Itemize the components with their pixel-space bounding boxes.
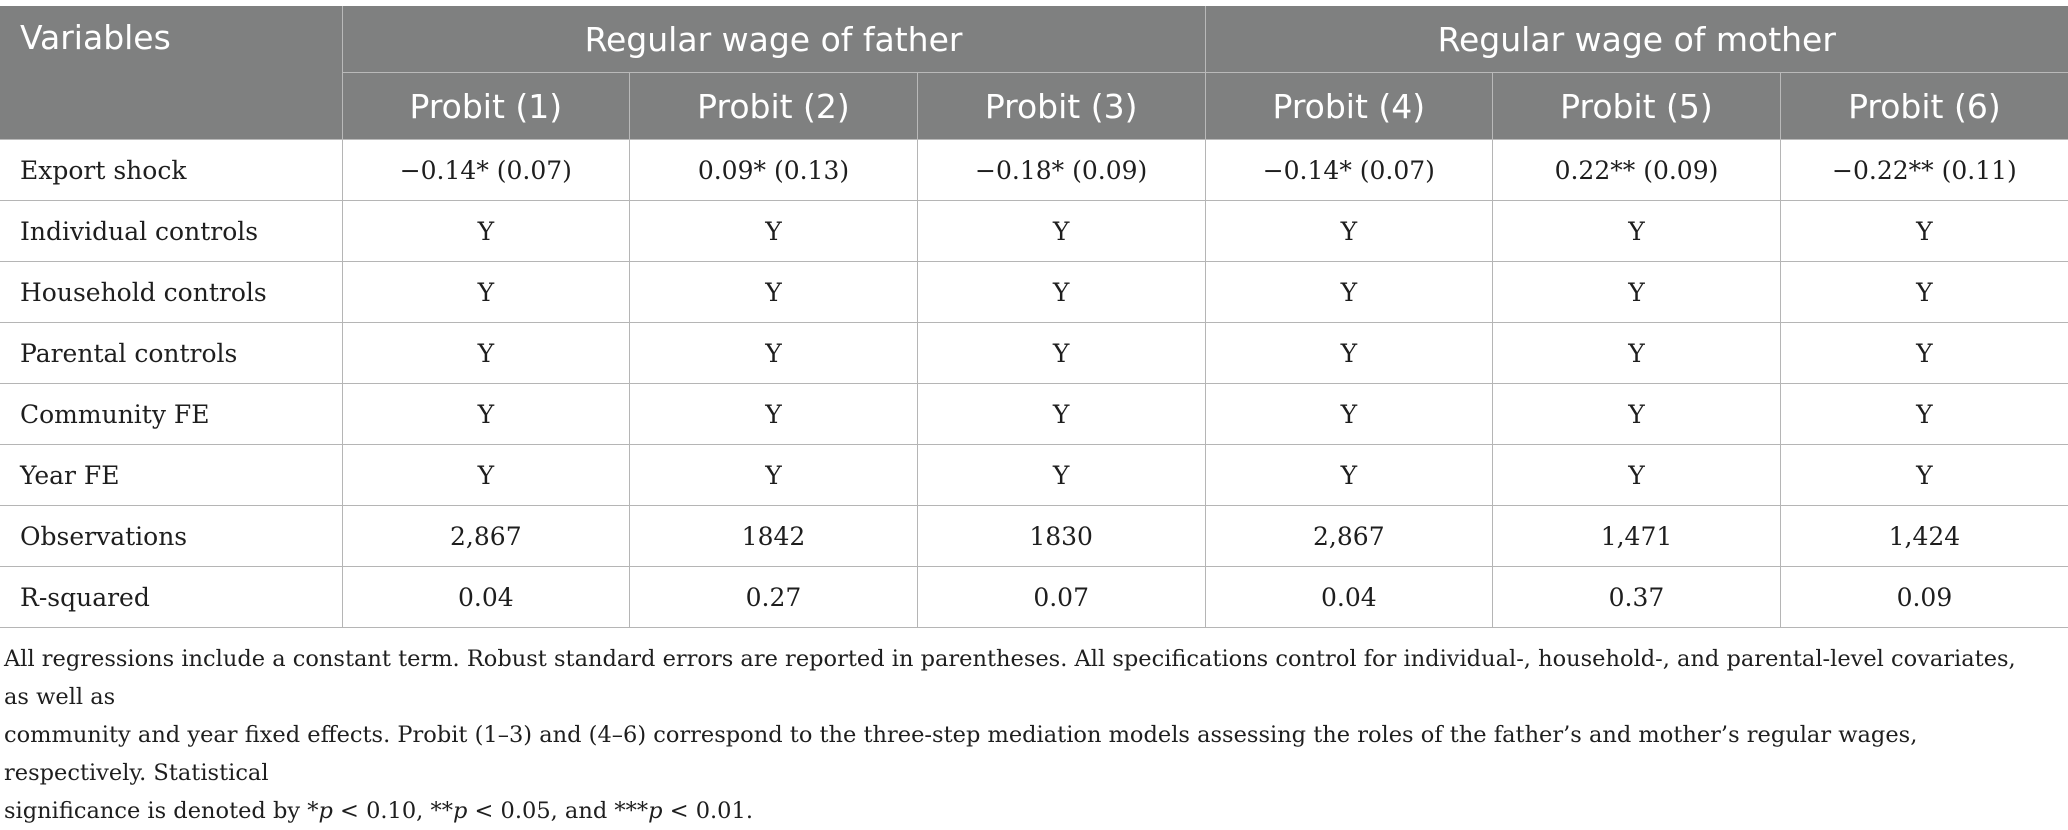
row-label: Individual controls	[0, 200, 343, 262]
results-table-container: Variables Regular wage of father Regular…	[0, 6, 2068, 628]
threshold-text: < 0.01.	[662, 798, 753, 824]
table-row-household-controls: Household controls Y Y Y Y Y Y	[0, 261, 2068, 323]
table-cell: Y	[916, 322, 1206, 384]
model-header-probit-4: Probit (4)	[1204, 72, 1494, 140]
model-header-probit-5: Probit (5)	[1492, 72, 1781, 140]
table-cell: −0.14* (0.07)	[1204, 139, 1494, 201]
table-cell: Y	[341, 200, 631, 262]
header-row-models: Probit (1) Probit (2) Probit (3) Probit …	[0, 72, 2068, 140]
table-cell: Y	[1779, 444, 2068, 506]
table-row-individual-controls: Individual controls Y Y Y Y Y Y	[0, 200, 2068, 262]
table-cell: 1,471	[1492, 505, 1781, 567]
threshold-text: < 0.10, **	[332, 798, 453, 824]
table-cell: 0.04	[1204, 566, 1494, 628]
table-cell: Y	[1492, 261, 1781, 323]
table-cell: Y	[629, 322, 918, 384]
table-cell: Y	[1779, 261, 2068, 323]
table-cell: Y	[1204, 200, 1494, 262]
table-header: Variables Regular wage of father Regular…	[0, 6, 2068, 140]
table-cell: 0.37	[1492, 566, 1781, 628]
table-cell: −0.18* (0.09)	[916, 139, 1206, 201]
table-cell: 0.04	[341, 566, 631, 628]
p-symbol: p	[648, 798, 663, 824]
table-cell: Y	[1492, 322, 1781, 384]
table-cell: Y	[629, 200, 918, 262]
table-cell: Y	[629, 261, 918, 323]
table-cell: 1842	[629, 505, 918, 567]
table-cell: Y	[1204, 322, 1494, 384]
row-label: R-squared	[0, 566, 343, 628]
table-cell: Y	[341, 261, 631, 323]
table-cell: Y	[341, 383, 631, 445]
table-row-community-fe: Community FE Y Y Y Y Y Y	[0, 383, 2068, 445]
row-label: Year FE	[0, 444, 343, 506]
table-cell: Y	[1492, 200, 1781, 262]
footnote-line-2: community and year fixed effects. Probit…	[4, 722, 1918, 786]
table-cell: 0.27	[629, 566, 918, 628]
p-symbol: p	[318, 798, 333, 824]
table-cell: 0.07	[916, 566, 1206, 628]
table-cell: Y	[916, 200, 1206, 262]
table-cell: 1830	[916, 505, 1206, 567]
header-row-groups: Variables Regular wage of father Regular…	[0, 6, 2068, 140]
threshold-text: < 0.05, and ***	[467, 798, 649, 824]
table-cell: Y	[1492, 383, 1781, 445]
table-row-export-shock: Export shock −0.14* (0.07) 0.09* (0.13) …	[0, 139, 2068, 201]
table-cell: Y	[916, 383, 1206, 445]
table-cell: Y	[916, 444, 1206, 506]
table-footnote: All regressions include a constant term.…	[4, 640, 2044, 830]
group-header-father: Regular wage of father	[341, 6, 1206, 73]
table-cell: Y	[1204, 261, 1494, 323]
group-header-mother: Regular wage of mother	[1204, 6, 2068, 73]
table-cell: Y	[1779, 200, 2068, 262]
table-cell: Y	[1779, 322, 2068, 384]
table-cell: 0.09* (0.13)	[629, 139, 918, 201]
table-cell: 0.09	[1779, 566, 2068, 628]
model-header-probit-2: Probit (2)	[629, 72, 918, 140]
table-cell: 2,867	[1204, 505, 1494, 567]
table-cell: 1,424	[1779, 505, 2068, 567]
row-label: Household controls	[0, 261, 343, 323]
table-body: Export shock −0.14* (0.07) 0.09* (0.13) …	[0, 139, 2068, 628]
table-cell: Y	[1204, 383, 1494, 445]
table-cell: Y	[1204, 444, 1494, 506]
table-cell: Y	[1779, 383, 2068, 445]
table-cell: −0.14* (0.07)	[341, 139, 631, 201]
table-cell: 0.22** (0.09)	[1492, 139, 1781, 201]
row-label: Parental controls	[0, 322, 343, 384]
row-label: Export shock	[0, 139, 343, 201]
table-cell: Y	[341, 444, 631, 506]
table-cell: Y	[629, 444, 918, 506]
model-header-probit-1: Probit (1)	[341, 72, 631, 140]
variables-column-header: Variables	[0, 6, 343, 140]
model-header-probit-6: Probit (6)	[1779, 72, 2068, 140]
row-label: Community FE	[0, 383, 343, 445]
table-row-year-fe: Year FE Y Y Y Y Y Y	[0, 444, 2068, 506]
table-row-r-squared: R-squared 0.04 0.27 0.07 0.04 0.37 0.09	[0, 566, 2068, 628]
table-row-parental-controls: Parental controls Y Y Y Y Y Y	[0, 322, 2068, 384]
footnote-line-1: All regressions include a constant term.…	[4, 646, 2016, 710]
table-cell: Y	[1492, 444, 1781, 506]
table-cell: 2,867	[341, 505, 631, 567]
footnote-line-3-prefix: significance is denoted by *	[4, 798, 319, 824]
regression-results-table: Variables Regular wage of father Regular…	[0, 6, 2068, 628]
p-symbol: p	[452, 798, 468, 824]
table-cell: Y	[341, 322, 631, 384]
table-row-observations: Observations 2,867 1842 1830 2,867 1,471…	[0, 505, 2068, 567]
model-header-probit-3: Probit (3)	[916, 72, 1206, 140]
row-label: Observations	[0, 505, 343, 567]
table-cell: Y	[916, 261, 1206, 323]
table-cell: −0.22** (0.11)	[1779, 139, 2068, 201]
table-cell: Y	[629, 383, 918, 445]
